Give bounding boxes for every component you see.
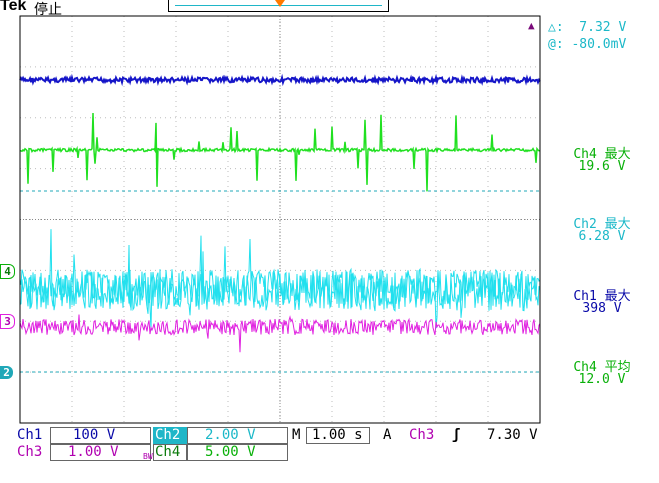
waveform-traces [19, 73, 541, 353]
ch2-label: Ch2 [155, 427, 181, 443]
trigger-label: A [383, 427, 392, 443]
ch3-waveform [19, 314, 541, 353]
trigger-source[interactable]: Ch3 [409, 427, 435, 443]
timebase-label: M [292, 427, 301, 443]
measurement-value: 19.6 V [578, 159, 626, 174]
acquisition-status: 停止 [34, 2, 62, 18]
ch2-scale: 2.00 V [205, 427, 256, 443]
ch4-ground-marker[interactable]: 4 [0, 264, 15, 279]
ch4-label-box[interactable] [153, 444, 187, 461]
ch1-label: Ch1 [17, 427, 43, 443]
cursor-position-readout: @: -80.0mV [548, 37, 627, 52]
ch4-scale: 5.00 V [205, 444, 256, 460]
ch2-waveform [19, 229, 541, 331]
ch1-waveform [19, 73, 541, 87]
measurement-value: 398 V [582, 301, 622, 316]
ch2-ground-marker[interactable]: 2 [0, 366, 13, 379]
ch4-waveform [19, 112, 540, 192]
cursor-delta-readout: △: 7.32 V [548, 20, 627, 35]
ch2-label-box[interactable] [153, 427, 187, 444]
graticule-border [19, 15, 541, 424]
ch3-ground-marker[interactable]: 3 [0, 314, 15, 329]
ch2-scale-box[interactable] [187, 427, 288, 444]
trigger-position-icon[interactable] [275, 0, 285, 7]
timebase-box[interactable] [306, 427, 370, 444]
measurement-value: 12.0 V [578, 372, 626, 387]
ch4-scale-box[interactable] [187, 444, 288, 461]
timebase-scale: 1.00 s [312, 427, 363, 443]
trigger-level-icon[interactable]: ▲ [528, 19, 535, 32]
measurement-value: 6.28 V [578, 229, 626, 244]
trigger-slope-icon[interactable]: ʃ [452, 427, 461, 443]
measurement-label: Ch4 最大 [573, 147, 631, 162]
measurement-label: Ch4 平均 [573, 360, 631, 375]
ch1-scale-box[interactable] [50, 427, 151, 444]
trigger-level[interactable]: 7.30 V [487, 427, 538, 443]
measurement-label: Ch1 最大 [573, 289, 631, 304]
ch1-scale: 100 V [73, 427, 116, 443]
ch4-label: Ch4 [155, 444, 181, 460]
ch3-label: Ch3 [17, 444, 43, 460]
ch3-scale: 1.00 V [68, 444, 119, 460]
measurement-label: Ch2 最大 [573, 217, 631, 232]
ch3-scale-box[interactable] [50, 444, 151, 461]
bandwidth-limit-icon: BW [143, 452, 153, 461]
brand-logo: Tek [0, 0, 27, 14]
